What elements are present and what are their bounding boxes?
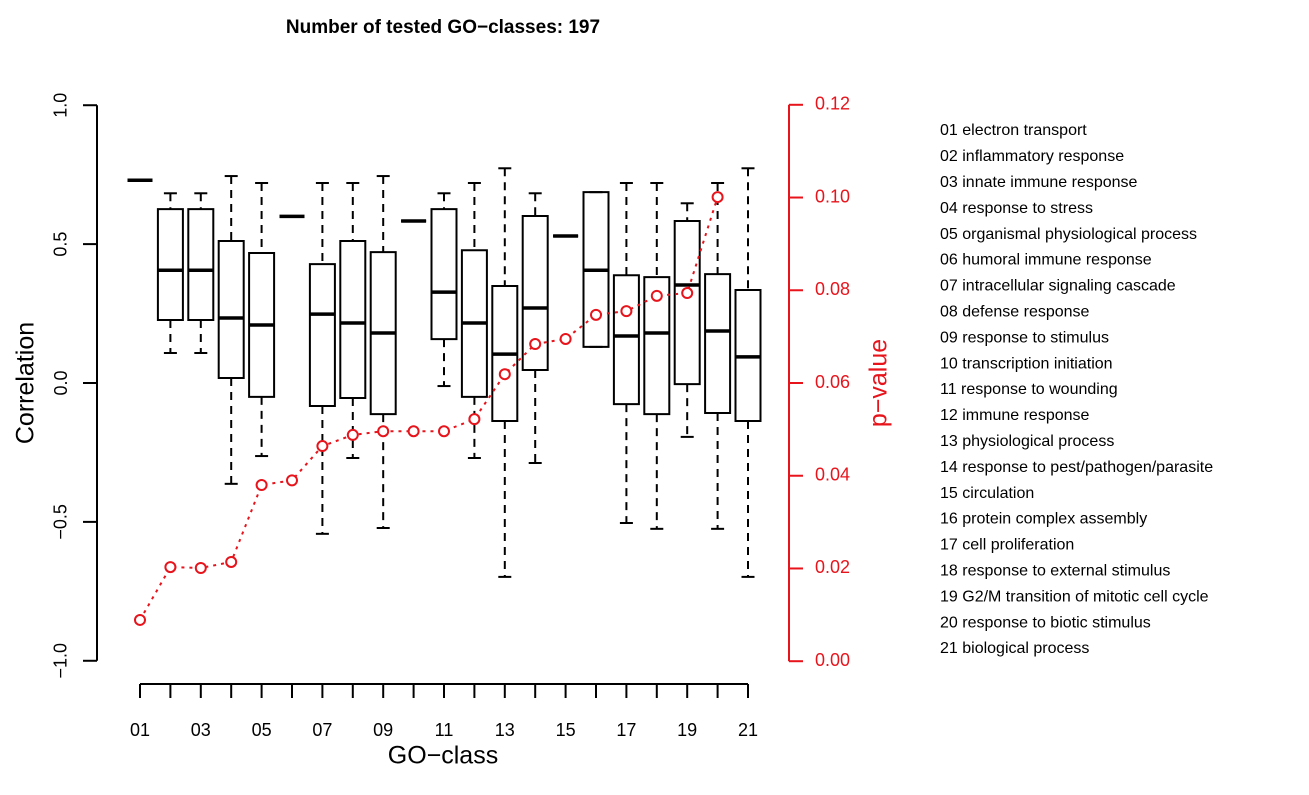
box [248, 252, 276, 398]
legend-item: 03 innate immune response [940, 174, 1138, 191]
y2-axis-label: p−value [865, 339, 893, 427]
chart-title: Number of tested GO−classes: 197 [286, 17, 600, 38]
legend-item: 02 inflammatory response [940, 148, 1124, 165]
box [156, 208, 184, 321]
box [491, 285, 519, 423]
p-value-point [377, 425, 390, 438]
p-value-point [620, 305, 633, 318]
y-tick-label: −1.0 [51, 643, 71, 679]
legend-item: 15 circulation [940, 485, 1034, 502]
y2-tick-label: 0.12 [815, 94, 850, 114]
p-value-point [346, 428, 359, 441]
x-tick-label: 01 [130, 720, 150, 740]
box [521, 215, 549, 371]
p-value-point [529, 338, 542, 351]
box [734, 288, 762, 423]
x-tick-label: 19 [677, 720, 697, 740]
y2-tick-label: 0.10 [815, 186, 850, 206]
legend-item: 20 response to biotic stimulus [940, 614, 1151, 631]
x-tick-label: 07 [312, 720, 332, 740]
legend-item: 18 response to external stimulus [940, 563, 1170, 580]
legend-item: 17 cell proliferation [940, 537, 1074, 554]
p-value-point [711, 191, 724, 204]
x-tick-label: 15 [556, 720, 576, 740]
box [643, 276, 671, 416]
y2-tick-label: 0.00 [815, 650, 850, 670]
p-value-point [225, 555, 238, 568]
p-value-point [134, 613, 146, 626]
y-axis-label: Correlation [12, 322, 40, 444]
x-axis-label: GO−class [388, 742, 498, 770]
x-tick-label: 17 [616, 720, 636, 740]
y-tick-label: 1.0 [51, 93, 71, 118]
p-value-point [559, 332, 572, 345]
legend-item: 06 humoral immune response [940, 252, 1152, 269]
box [430, 208, 458, 341]
box [369, 251, 397, 416]
box [460, 249, 488, 398]
p-value-point [286, 474, 298, 487]
y-tick-label: 0.0 [51, 370, 71, 395]
legend-item: 13 physiological process [940, 433, 1114, 450]
p-value-point [438, 425, 450, 438]
legend-item: 04 response to stress [940, 200, 1093, 217]
legend-item: 10 transcription initiation [940, 355, 1113, 372]
x-tick-label: 03 [191, 720, 211, 740]
y2-tick-label: 0.02 [815, 557, 850, 577]
box [339, 240, 367, 399]
x-tick-label: 21 [738, 720, 758, 740]
p-value-point [407, 425, 420, 438]
p-value-point [255, 479, 268, 492]
legend-item: 01 electron transport [940, 122, 1087, 139]
x-tick-label: 13 [495, 720, 515, 740]
legend-item: 16 protein complex assembly [940, 511, 1147, 528]
y-tick-label: 0.5 [51, 232, 71, 257]
y-tick-label: −0.5 [51, 504, 71, 540]
legend-item: 21 biological process [940, 640, 1089, 657]
p-value-point [164, 561, 177, 574]
box [704, 273, 732, 414]
p-value-point [316, 440, 329, 453]
y2-tick-label: 0.06 [815, 372, 850, 392]
x-tick-label: 05 [252, 720, 272, 740]
legend-item: 19 G2/M transition of mitotic cell cycle [940, 588, 1209, 605]
p-value-point [590, 308, 602, 321]
legend-item: 05 organismal physiological process [940, 226, 1197, 243]
box [673, 220, 701, 386]
legend-item: 11 response to wounding [940, 381, 1118, 398]
box [217, 240, 245, 379]
box [582, 191, 610, 348]
p-value-point [681, 287, 694, 300]
box [308, 263, 336, 408]
box [187, 208, 215, 321]
legend-item: 14 response to pest/pathogen/parasite [940, 459, 1213, 476]
legend-item: 09 response to stimulus [940, 329, 1109, 346]
y2-tick-label: 0.04 [815, 464, 850, 484]
p-value-point [468, 413, 481, 426]
x-tick-label: 11 [435, 720, 454, 740]
p-value-point [650, 289, 663, 302]
x-tick-label: 09 [373, 720, 393, 740]
p-value-line [139, 196, 719, 621]
y2-tick-label: 0.08 [815, 279, 850, 299]
legend-item: 08 defense response [940, 304, 1090, 321]
p-value-point [498, 368, 511, 381]
legend-item: 07 intracellular signaling cascade [940, 278, 1176, 295]
box [612, 274, 640, 406]
p-value-point [194, 562, 207, 575]
legend-item: 12 immune response [940, 407, 1090, 424]
